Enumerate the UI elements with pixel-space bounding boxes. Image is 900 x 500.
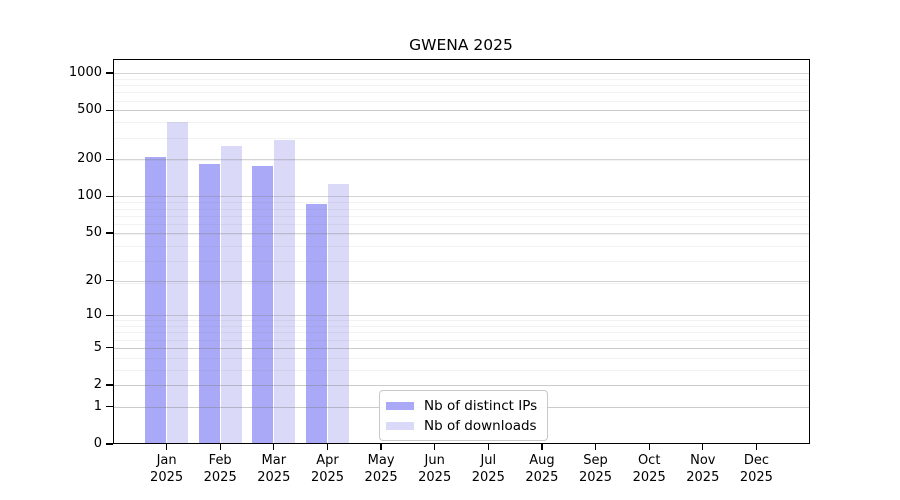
gridline-major-20 (113, 280, 810, 282)
x-tick-mark-jul (487, 444, 489, 450)
y-tick-label-100: 100 (77, 188, 102, 204)
gridline-minor (113, 92, 810, 94)
y-tick-label-50: 50 (85, 224, 102, 240)
y-tick-mark-200 (106, 158, 113, 160)
x-tick-mark-jun (434, 444, 436, 450)
x-tick-label-dec: Dec 2025 (739, 453, 773, 485)
bars-layer (113, 59, 810, 444)
y-tick-label-20: 20 (85, 272, 102, 288)
gridline-minor (113, 326, 810, 327)
gridline-minor (113, 78, 810, 80)
gridline-minor (113, 283, 810, 285)
y-tick-label-1000: 1000 (68, 65, 102, 80)
gridline-minor (113, 122, 810, 124)
x-tick-mark-oct (648, 444, 650, 450)
legend-swatch-downloads (386, 421, 414, 430)
y-tick-label-1: 1 (93, 398, 102, 414)
y-tick-label-0: 0 (93, 436, 102, 451)
gridline-major-500 (113, 110, 810, 112)
gridline-minor (113, 261, 810, 263)
legend-label-distinct-ips: Nb of distinct IPs (424, 397, 538, 414)
x-tick-mark-dec (755, 444, 758, 450)
legend-label-downloads: Nb of downloads (424, 417, 537, 434)
gridline-minor (113, 233, 810, 235)
y-tick-label-5: 5 (93, 339, 102, 355)
gridline-minor (113, 137, 810, 139)
bar-nb-of-distinct-ips-apr (306, 204, 327, 444)
x-tick-label-jul: Jul 2025 (471, 453, 505, 485)
gridline-minor (113, 100, 810, 102)
y-tick-label-200: 200 (77, 151, 102, 167)
x-tick-label-aug: Aug 2025 (525, 453, 559, 485)
gridline-minor (113, 347, 810, 349)
y-tick-label-2: 2 (93, 377, 102, 392)
legend-swatch-distinct-ips (386, 401, 414, 410)
bar-nb-of-distinct-ips-mar (252, 166, 274, 444)
bar-nb-of-downloads-apr (328, 183, 349, 444)
y-tick-label-500: 500 (77, 102, 102, 118)
gridline-minor (113, 339, 810, 341)
gridline-minor (113, 202, 810, 204)
x-tick-label-nov: Nov 2025 (686, 453, 720, 485)
gridline-minor (113, 385, 810, 386)
gridline-major-100 (113, 196, 810, 198)
bar-nb-of-downloads-feb (220, 145, 242, 444)
x-tick-label-may: May 2025 (364, 453, 398, 485)
gridline-minor (113, 357, 810, 359)
y-tick-mark-1 (106, 406, 113, 408)
y-tick-mark-0 (106, 443, 113, 445)
x-tick-label-jan: Jan 2025 (150, 453, 184, 485)
x-tick-mark-feb (219, 444, 221, 450)
bar-nb-of-downloads-mar (274, 139, 296, 444)
bar-nb-of-downloads-jan (167, 121, 189, 444)
gridline-minor (113, 215, 810, 217)
gridline-minor (113, 369, 810, 371)
gridline-major-10 (113, 315, 810, 317)
bar-nb-of-distinct-ips-feb (198, 164, 220, 444)
gridline-minor (113, 224, 810, 226)
gridline-minor (113, 208, 810, 210)
gridline-minor (113, 245, 810, 247)
gridline-minor (113, 85, 810, 86)
y-tick-mark-20 (106, 279, 113, 282)
y-tick-label-10: 10 (85, 307, 102, 323)
x-tick-mark-jan (165, 444, 168, 450)
gridline-major-50 (113, 232, 810, 234)
x-tick-label-mar: Mar 2025 (257, 453, 291, 485)
x-tick-label-apr: Apr 2025 (310, 453, 345, 485)
y-tick-mark-1000 (106, 72, 113, 74)
x-tick-mark-apr (326, 444, 329, 450)
x-tick-label-feb: Feb 2025 (203, 453, 237, 485)
y-tick-mark-10 (106, 314, 113, 316)
y-tick-mark-50 (106, 232, 113, 234)
chart-title: GWENA 2025 (409, 36, 513, 54)
legend-item-downloads: Nb of downloads (386, 417, 537, 434)
x-tick-label-oct: Oct 2025 (632, 453, 666, 485)
gridline-major-5 (113, 347, 810, 349)
gridline-major-200 (113, 159, 810, 161)
x-tick-label-jun: Jun 2025 (418, 453, 452, 485)
bar-nb-of-distinct-ips-jan (145, 157, 167, 444)
x-tick-mark-sep (594, 444, 597, 450)
y-tick-mark-500 (106, 109, 113, 111)
gridline-minor (113, 110, 810, 112)
gridline-minor (113, 332, 810, 334)
plot-area: Nb of distinct IPs Nb of downloads (113, 59, 810, 444)
grid-layer (113, 59, 810, 444)
gridline-minor (113, 159, 810, 161)
legend: Nb of distinct IPs Nb of downloads (379, 390, 549, 441)
x-tick-label-sep: Sep 2025 (578, 453, 613, 485)
x-tick-mark-may (380, 444, 382, 450)
legend-item-distinct-ips: Nb of distinct IPs (386, 397, 537, 414)
y-tick-mark-2 (106, 384, 113, 386)
gridline-major-2 (113, 385, 810, 386)
y-tick-mark-5 (106, 347, 113, 349)
x-tick-mark-nov (702, 444, 704, 450)
x-tick-mark-mar (273, 444, 275, 450)
gridline-major-1000 (113, 73, 810, 74)
gridline-minor (113, 320, 810, 322)
x-tick-mark-aug (541, 444, 543, 450)
y-tick-mark-100 (106, 195, 113, 197)
